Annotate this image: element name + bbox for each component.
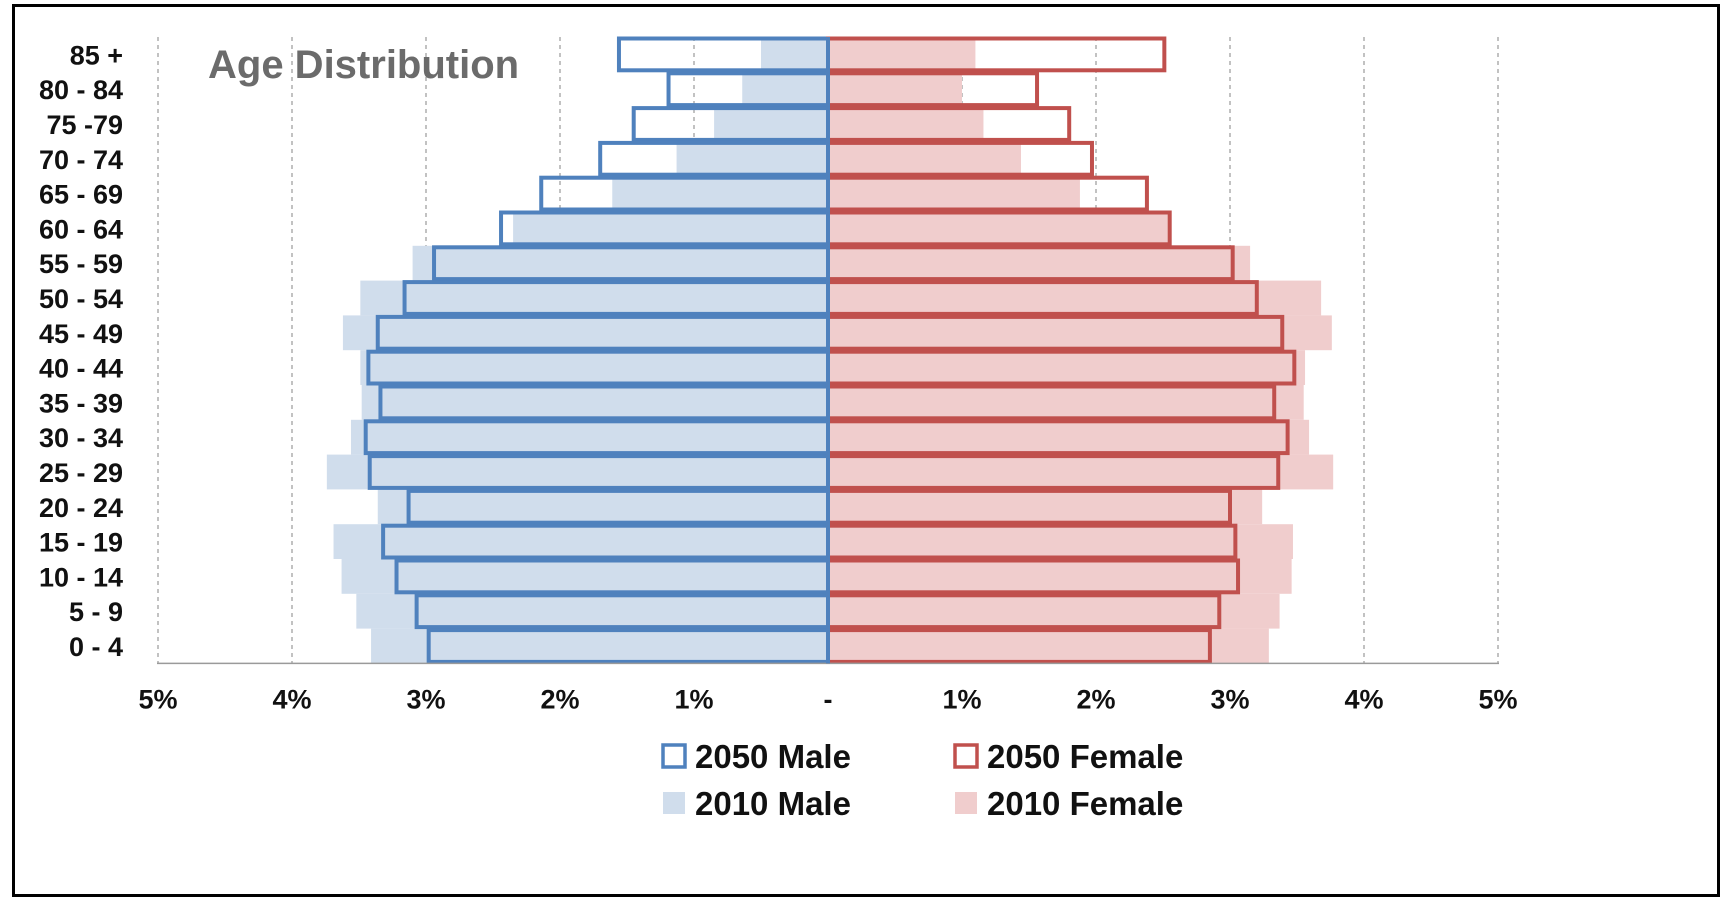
bar-2010-female-40-44	[828, 350, 1306, 385]
legend-swatch-2050-male	[661, 743, 687, 769]
legend-label-2010-female: 2010 Female	[987, 785, 1183, 822]
bar-2010-male-45-49	[342, 315, 828, 351]
y-tick-label-50-54: 50 - 54	[39, 284, 123, 314]
bar-2010-female-85	[828, 37, 976, 72]
bar-2010-male-25-29	[326, 454, 828, 490]
y-tick-label-20-24: 20 - 24	[39, 493, 123, 523]
bar-2010-female-50-54	[828, 280, 1322, 316]
legend-label-2050-female: 2050 Female	[987, 738, 1183, 775]
x-tick-label-4: 1%	[674, 684, 713, 714]
legend: 2050 Male 2050 Female 2010 Male 2010 Female	[661, 738, 1183, 822]
y-tick-label-40-44: 40 - 44	[39, 354, 123, 384]
chart-frame: 85 + 80 - 84 75 -79 70 - 74 65 - 69 60 - 64 55…	[12, 4, 1720, 897]
bar-2010-male-20-24	[377, 489, 828, 525]
legend-label-2010-male: 2010 Male	[695, 785, 851, 822]
bar-2010-female-70-74	[828, 141, 1021, 177]
y-tick-label-10-14: 10 - 14	[39, 562, 123, 592]
bar-2010-female-5-9	[828, 593, 1280, 629]
bar-2010-male-40-44	[360, 350, 828, 385]
y-tick-label-45-49: 45 - 49	[39, 319, 123, 349]
axes	[157, 37, 1499, 665]
x-tick-label-1: 4%	[272, 684, 311, 714]
x-tick-label-10: 5%	[1478, 684, 1517, 714]
bar-2010-male-30-34	[350, 419, 828, 455]
x-tick-label-5: -	[824, 684, 833, 714]
legend-swatch-2010-female	[955, 792, 977, 814]
bar-2010-male-80-84	[742, 71, 828, 107]
y-tick-label-25-29: 25 - 29	[39, 458, 123, 488]
y-tick-label-75-79: 75 -79	[46, 110, 123, 140]
bar-2010-female-0-4	[828, 628, 1269, 664]
x-tick-label-6: 1%	[942, 684, 981, 714]
bar-2010-female-25-29	[828, 454, 1334, 490]
y-tick-label-35-39: 35 - 39	[39, 388, 123, 418]
legend-swatch-2010-male	[663, 792, 685, 814]
bar-2010-male-55-59	[412, 245, 828, 281]
bar-2010-male-5-9	[356, 593, 828, 629]
y-tick-label-60-64: 60 - 64	[39, 214, 123, 244]
bar-2010-male-65-69	[612, 176, 828, 211]
bar-2010-male-60-64	[513, 211, 828, 246]
bar-2010-female-10-14	[828, 559, 1292, 594]
x-axis-labels: 5% 4% 3% 2% 1% - 1% 2% 3% 4% 5%	[138, 684, 1517, 714]
y-tick-label-70-74: 70 - 74	[39, 145, 123, 175]
y-tick-label-65-69: 65 - 69	[39, 180, 123, 210]
y-tick-label-85: 85 +	[70, 40, 123, 70]
bar-2010-female-60-64	[828, 211, 1172, 246]
bar-2010-female-55-59	[828, 245, 1251, 281]
bar-2010-male-15-19	[333, 524, 828, 559]
y-tick-label-15-19: 15 - 19	[39, 528, 123, 558]
age-distribution-chart: 85 + 80 - 84 75 -79 70 - 74 65 - 69 60 - 64 55…	[39, 36, 1518, 822]
x-tick-label-2: 3%	[406, 684, 445, 714]
bar-2010-female-80-84	[828, 71, 962, 107]
y-tick-label-55-59: 55 - 59	[39, 249, 123, 279]
chart-title: Age Distribution	[208, 43, 519, 87]
x-tick-label-8: 3%	[1210, 684, 1249, 714]
x-tick-label-0: 5%	[138, 684, 177, 714]
bar-2010-male-50-54	[360, 280, 828, 316]
bar-2010-female-45-49	[828, 315, 1332, 351]
bar-2010-female-65-69	[828, 176, 1080, 211]
legend-label-2050-male: 2050 Male	[695, 738, 851, 775]
bar-2010-female-30-34	[828, 419, 1310, 455]
x-tick-label-3: 2%	[540, 684, 579, 714]
y-tick-label-30-34: 30 - 34	[39, 423, 123, 453]
bar-2010-female-35-39	[828, 385, 1304, 420]
y-tick-label-80-84: 80 - 84	[39, 75, 123, 105]
y-tick-label-5-9: 5 - 9	[69, 597, 123, 627]
bar-2010-male-35-39	[361, 385, 828, 420]
bars-2010	[326, 37, 1334, 664]
bar-2010-male-0-4	[371, 628, 828, 664]
legend-swatch-2050-female	[953, 743, 979, 769]
bar-2010-male-75-79	[714, 106, 828, 142]
bar-2010-female-15-19	[828, 524, 1293, 559]
x-tick-label-7: 2%	[1076, 684, 1115, 714]
bar-2010-male-85	[761, 37, 828, 72]
y-axis-labels: 85 + 80 - 84 75 -79 70 - 74 65 - 69 60 - 64 55…	[39, 40, 123, 662]
bar-2010-male-70-74	[676, 141, 828, 177]
bar-2010-male-10-14	[341, 559, 828, 594]
bar-2010-female-20-24	[828, 489, 1263, 525]
bar-2010-female-75-79	[828, 106, 984, 142]
x-tick-label-9: 4%	[1344, 684, 1383, 714]
y-tick-label-0-4: 0 - 4	[69, 632, 123, 662]
